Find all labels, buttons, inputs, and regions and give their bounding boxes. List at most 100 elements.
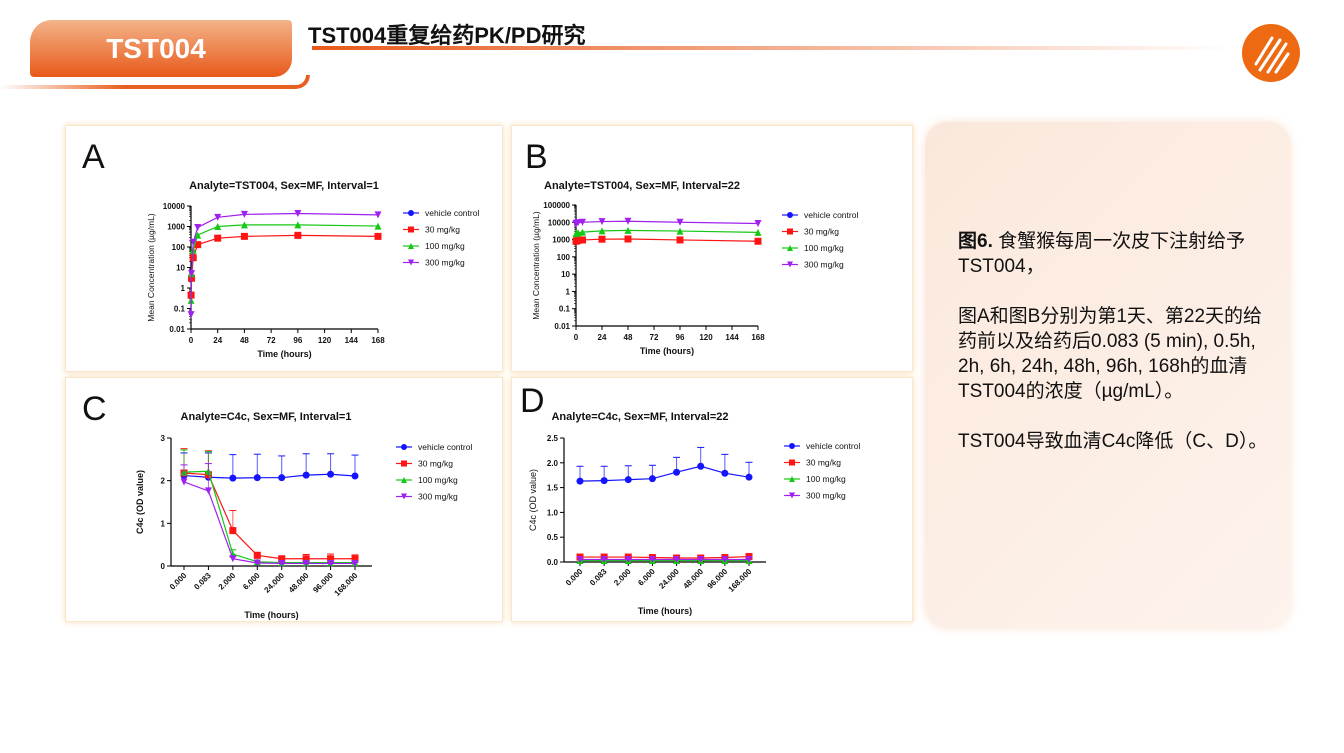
series-line [579, 465, 750, 482]
marker-square [401, 460, 407, 467]
x-tick-label: 168 [751, 333, 765, 342]
chart-a: Analyte=TST004, Sex=MF, Interval=1 0.01 0.… [146, 180, 479, 359]
x-axis-label: Time (hours) [244, 610, 298, 620]
marker-square [789, 459, 795, 466]
y-tick-label: 100 [172, 243, 186, 252]
series-100-mg-kg [572, 226, 762, 238]
x-tick-label: 48.000 [287, 571, 311, 595]
series-30-mg-kg [572, 235, 762, 245]
marker-square [374, 232, 382, 240]
x-tick-label: 24.000 [262, 571, 286, 595]
chart-title: Analyte=TST004, Sex=MF, Interval=22 [544, 180, 740, 192]
marker-triangle-down [401, 493, 407, 500]
chart-panel-d: D Analyte=C4c, Sex=MF, Interval=22 0.0 0.5 1… [511, 377, 913, 622]
figure-number: 图6. [958, 231, 993, 252]
y-tick-label: 1 [181, 284, 186, 293]
series-300-mg-kg [180, 463, 359, 567]
marker-circle [745, 473, 753, 481]
marker-triangle-down [745, 556, 753, 564]
y-tick-label: 0.01 [169, 325, 185, 334]
marker-triangle-down [194, 223, 202, 231]
marker-square [624, 235, 632, 243]
y-tick-label: 10 [176, 264, 185, 273]
x-tick-label: 2.000 [612, 567, 633, 588]
legend-label: 100 mg/kg [806, 474, 846, 484]
x-axis-label: Time (hours) [257, 349, 311, 359]
marker-triangle-down [302, 559, 310, 567]
marker-square [253, 551, 261, 559]
marker-circle [351, 472, 359, 480]
y-tick-label: 10 [561, 270, 570, 279]
section-tab-label: TST004 [106, 32, 206, 64]
marker-circle [648, 475, 656, 483]
marker-triangle-up [214, 223, 222, 230]
marker-triangle-down [673, 556, 681, 564]
section-tab: TST004 [30, 20, 292, 77]
series-30-mg-kg [187, 231, 382, 299]
chart-title: Analyte=C4c, Sex=MF, Interval=1 [181, 411, 352, 423]
y-axis-label: C4c (OD value) [135, 470, 145, 534]
tab-underline [0, 75, 310, 89]
marker-square [240, 232, 248, 240]
marker-circle [408, 210, 414, 216]
marker-circle [253, 474, 261, 482]
panel-label-d: D [520, 382, 545, 420]
x-tick-label: 72 [267, 336, 276, 345]
marker-square [574, 236, 582, 244]
y-tick-label: 1000 [167, 223, 185, 232]
marker-triangle-up [294, 221, 302, 229]
chart-title: Analyte=C4c, Sex=MF, Interval=22 [551, 411, 728, 423]
marker-triangle-down [574, 219, 582, 227]
x-tick-label: 0.000 [564, 567, 585, 588]
marker-triangle-up [240, 221, 248, 229]
marker-triangle-up [676, 227, 684, 235]
marker-circle [600, 477, 608, 485]
marker-circle [229, 474, 237, 482]
marker-circle [401, 444, 407, 450]
marker-square [229, 527, 237, 535]
y-axis-label: Mean Concentration (µg/mL) [531, 211, 541, 320]
x-tick-label: 48 [624, 333, 633, 342]
legend-label: vehicle control [418, 442, 472, 452]
x-tick-label: 0 [574, 333, 579, 342]
legend-label: vehicle control [425, 208, 479, 218]
legend-label: 30 mg/kg [418, 459, 453, 469]
marker-square [787, 228, 793, 235]
marker-square [327, 555, 335, 563]
marker-triangle-up [408, 243, 414, 249]
marker-triangle-down [204, 487, 212, 495]
legend-label: 30 mg/kg [804, 227, 839, 237]
series-line [580, 555, 750, 559]
marker-triangle-down [180, 478, 188, 486]
marker-triangle-down [351, 559, 359, 567]
x-tick-label: 96 [676, 333, 685, 342]
marker-triangle-up [787, 245, 793, 251]
y-tick-label: 3 [161, 434, 166, 443]
chart-title: Analyte=TST004, Sex=MF, Interval=1 [189, 180, 379, 192]
marker-triangle-down [787, 261, 793, 268]
panel-label-a: A [82, 138, 105, 176]
marker-circle [673, 468, 681, 476]
caption-pd-description: TST004导致血清C4c降低（C、D）。 [958, 431, 1268, 452]
marker-square [302, 555, 310, 563]
y-tick-label: 100000 [543, 201, 570, 210]
marker-triangle-down [189, 238, 197, 246]
x-tick-label: 168 [371, 336, 385, 345]
x-tick-label: 144 [725, 333, 739, 342]
figure-caption-panel: 图6. 食蟹猴每周一次皮下注射给予TST004， 图A和图B分别为第1天、第22… [925, 122, 1290, 628]
panel-label-b: B [525, 138, 548, 176]
chart-c: Analyte=C4c, Sex=MF, Interval=1 0 1 2 3 0.000… [135, 411, 472, 620]
x-tick-label: 72 [650, 333, 659, 342]
marker-triangle-down [721, 556, 729, 564]
marker-triangle-down [579, 218, 586, 226]
marker-triangle-down [187, 311, 195, 319]
legend-label: 300 mg/kg [425, 258, 465, 268]
marker-circle [327, 470, 335, 478]
marker-circle [576, 477, 584, 485]
x-tick-label: 2.000 [217, 571, 238, 592]
marker-triangle-down [624, 556, 632, 564]
marker-square [194, 241, 202, 249]
series-300-mg-kg [576, 556, 753, 564]
x-tick-label: 0 [189, 336, 194, 345]
x-tick-label: 48.000 [681, 567, 705, 591]
